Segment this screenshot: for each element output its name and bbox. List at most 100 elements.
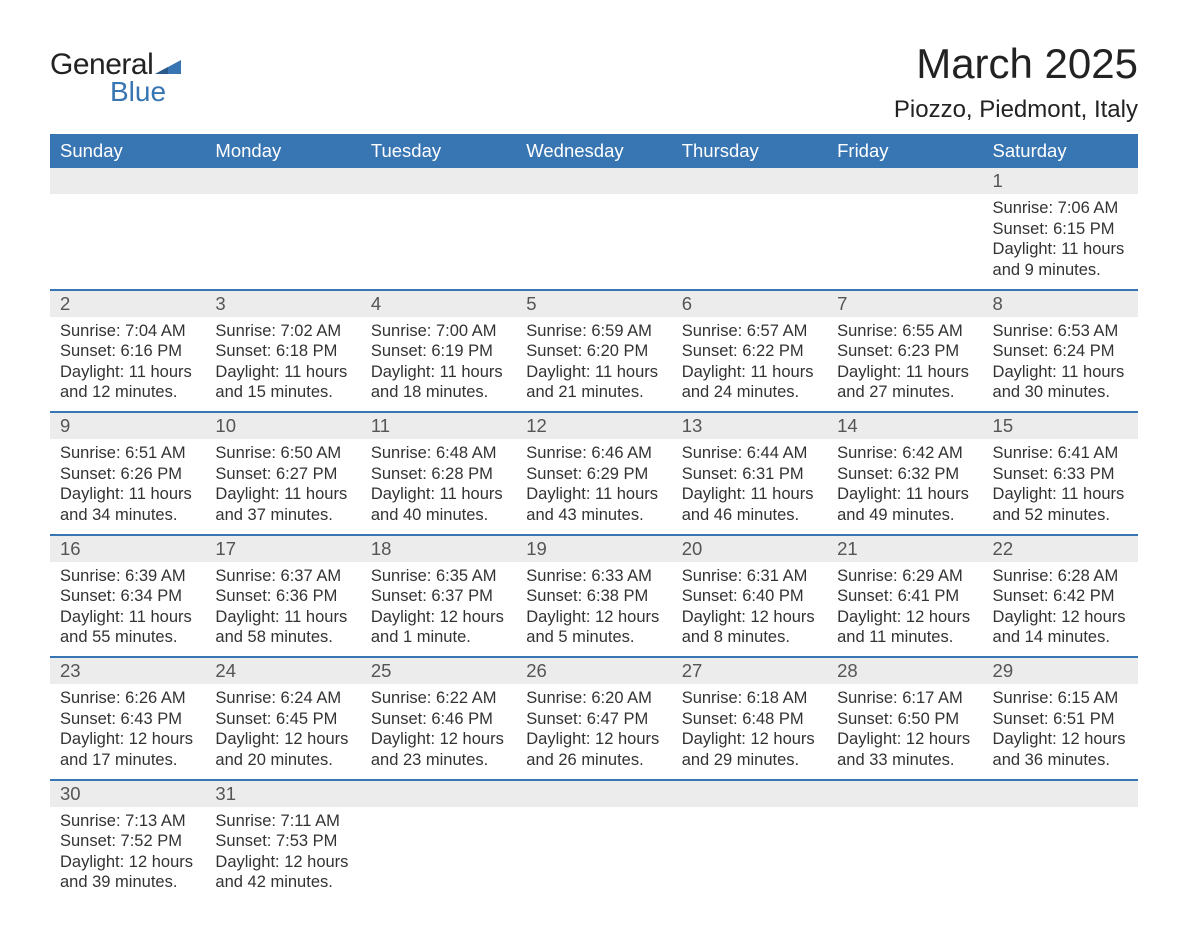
daylight-text: Daylight: 12 hours and 36 minutes. xyxy=(993,729,1128,770)
sunset-text: Sunset: 6:45 PM xyxy=(215,709,350,730)
sunrise-text: Sunrise: 6:50 AM xyxy=(215,443,350,464)
day-number xyxy=(672,781,827,805)
day-content: Sunrise: 6:22 AMSunset: 6:46 PMDaylight:… xyxy=(361,684,516,779)
sunrise-text: Sunrise: 6:24 AM xyxy=(215,688,350,709)
week-daynum-row: 16171819202122 xyxy=(50,535,1138,562)
daylight-text: Daylight: 12 hours and 42 minutes. xyxy=(215,852,350,893)
location: Piozzo, Piedmont, Italy xyxy=(894,96,1138,124)
sunrise-text: Sunrise: 7:04 AM xyxy=(60,321,195,342)
day-number-cell: 12 xyxy=(516,412,671,439)
sunset-text: Sunset: 7:52 PM xyxy=(60,831,195,852)
sunset-text: Sunset: 6:47 PM xyxy=(526,709,661,730)
day-content: Sunrise: 6:35 AMSunset: 6:37 PMDaylight:… xyxy=(361,562,516,657)
day-number-cell xyxy=(516,168,671,194)
daylight-text: Daylight: 12 hours and 11 minutes. xyxy=(837,607,972,648)
sunset-text: Sunset: 6:34 PM xyxy=(60,586,195,607)
day-content-cell: Sunrise: 6:59 AMSunset: 6:20 PMDaylight:… xyxy=(516,317,671,413)
sunset-text: Sunset: 6:46 PM xyxy=(371,709,506,730)
day-content-cell: Sunrise: 6:17 AMSunset: 6:50 PMDaylight:… xyxy=(827,684,982,780)
daylight-text: Daylight: 11 hours and 15 minutes. xyxy=(215,362,350,403)
day-content xyxy=(827,194,982,286)
day-number: 3 xyxy=(205,291,360,317)
day-number-cell: 26 xyxy=(516,657,671,684)
day-content: Sunrise: 6:31 AMSunset: 6:40 PMDaylight:… xyxy=(672,562,827,657)
day-number-cell xyxy=(672,168,827,194)
day-content-cell: Sunrise: 6:41 AMSunset: 6:33 PMDaylight:… xyxy=(983,439,1138,535)
day-content-cell: Sunrise: 6:39 AMSunset: 6:34 PMDaylight:… xyxy=(50,562,205,658)
day-number-cell: 14 xyxy=(827,412,982,439)
day-content xyxy=(672,807,827,899)
day-content: Sunrise: 6:28 AMSunset: 6:42 PMDaylight:… xyxy=(983,562,1138,657)
day-number-cell: 3 xyxy=(205,290,360,317)
day-content-cell xyxy=(516,194,671,290)
day-number: 30 xyxy=(50,781,205,807)
day-number xyxy=(672,168,827,192)
sunrise-text: Sunrise: 6:35 AM xyxy=(371,566,506,587)
week-content-row: Sunrise: 7:04 AMSunset: 6:16 PMDaylight:… xyxy=(50,317,1138,413)
day-number-cell xyxy=(50,168,205,194)
sunset-text: Sunset: 6:51 PM xyxy=(993,709,1128,730)
logo: General Blue xyxy=(50,48,181,108)
day-content: Sunrise: 7:06 AMSunset: 6:15 PMDaylight:… xyxy=(983,194,1138,289)
day-number: 11 xyxy=(361,413,516,439)
day-content-cell xyxy=(827,194,982,290)
daylight-text: Daylight: 11 hours and 34 minutes. xyxy=(60,484,195,525)
day-number: 24 xyxy=(205,658,360,684)
sunrise-text: Sunrise: 6:20 AM xyxy=(526,688,661,709)
day-content-cell: Sunrise: 6:31 AMSunset: 6:40 PMDaylight:… xyxy=(672,562,827,658)
sunset-text: Sunset: 6:43 PM xyxy=(60,709,195,730)
week-content-row: Sunrise: 7:06 AMSunset: 6:15 PMDaylight:… xyxy=(50,194,1138,290)
day-content-cell xyxy=(672,194,827,290)
daylight-text: Daylight: 11 hours and 46 minutes. xyxy=(682,484,817,525)
day-content xyxy=(827,807,982,899)
day-content: Sunrise: 6:48 AMSunset: 6:28 PMDaylight:… xyxy=(361,439,516,534)
sunrise-text: Sunrise: 6:48 AM xyxy=(371,443,506,464)
day-number xyxy=(50,168,205,192)
day-number: 12 xyxy=(516,413,671,439)
day-content xyxy=(205,194,360,286)
day-content xyxy=(50,194,205,286)
sunrise-text: Sunrise: 6:44 AM xyxy=(682,443,817,464)
daylight-text: Daylight: 11 hours and 21 minutes. xyxy=(526,362,661,403)
day-number: 2 xyxy=(50,291,205,317)
sunrise-text: Sunrise: 7:11 AM xyxy=(215,811,350,832)
sunrise-text: Sunrise: 6:33 AM xyxy=(526,566,661,587)
day-content-cell: Sunrise: 6:35 AMSunset: 6:37 PMDaylight:… xyxy=(361,562,516,658)
day-number xyxy=(827,168,982,192)
day-content-cell: Sunrise: 6:42 AMSunset: 6:32 PMDaylight:… xyxy=(827,439,982,535)
day-number xyxy=(516,168,671,192)
day-number: 25 xyxy=(361,658,516,684)
daylight-text: Daylight: 12 hours and 26 minutes. xyxy=(526,729,661,770)
sunrise-text: Sunrise: 6:59 AM xyxy=(526,321,661,342)
day-content: Sunrise: 6:39 AMSunset: 6:34 PMDaylight:… xyxy=(50,562,205,657)
logo-text-blue: Blue xyxy=(110,76,181,108)
day-content xyxy=(983,807,1138,899)
sunset-text: Sunset: 6:48 PM xyxy=(682,709,817,730)
day-content-cell: Sunrise: 6:24 AMSunset: 6:45 PMDaylight:… xyxy=(205,684,360,780)
day-content: Sunrise: 6:15 AMSunset: 6:51 PMDaylight:… xyxy=(983,684,1138,779)
day-number-cell: 17 xyxy=(205,535,360,562)
day-content: Sunrise: 6:51 AMSunset: 6:26 PMDaylight:… xyxy=(50,439,205,534)
day-number-cell: 25 xyxy=(361,657,516,684)
day-content: Sunrise: 6:44 AMSunset: 6:31 PMDaylight:… xyxy=(672,439,827,534)
sunrise-text: Sunrise: 6:37 AM xyxy=(215,566,350,587)
day-content-cell: Sunrise: 6:33 AMSunset: 6:38 PMDaylight:… xyxy=(516,562,671,658)
day-number-cell: 28 xyxy=(827,657,982,684)
day-number-cell: 19 xyxy=(516,535,671,562)
sunset-text: Sunset: 7:53 PM xyxy=(215,831,350,852)
sunset-text: Sunset: 6:20 PM xyxy=(526,341,661,362)
daylight-text: Daylight: 11 hours and 55 minutes. xyxy=(60,607,195,648)
week-daynum-row: 3031 xyxy=(50,780,1138,807)
day-content-cell: Sunrise: 6:46 AMSunset: 6:29 PMDaylight:… xyxy=(516,439,671,535)
day-content-cell: Sunrise: 6:20 AMSunset: 6:47 PMDaylight:… xyxy=(516,684,671,780)
day-number-cell: 6 xyxy=(672,290,827,317)
day-number: 22 xyxy=(983,536,1138,562)
day-content-cell: Sunrise: 6:51 AMSunset: 6:26 PMDaylight:… xyxy=(50,439,205,535)
day-content-cell: Sunrise: 6:18 AMSunset: 6:48 PMDaylight:… xyxy=(672,684,827,780)
week-content-row: Sunrise: 6:26 AMSunset: 6:43 PMDaylight:… xyxy=(50,684,1138,780)
day-number: 28 xyxy=(827,658,982,684)
day-number: 18 xyxy=(361,536,516,562)
day-number: 29 xyxy=(983,658,1138,684)
logo-triangle-icon xyxy=(155,54,181,74)
sunset-text: Sunset: 6:24 PM xyxy=(993,341,1128,362)
